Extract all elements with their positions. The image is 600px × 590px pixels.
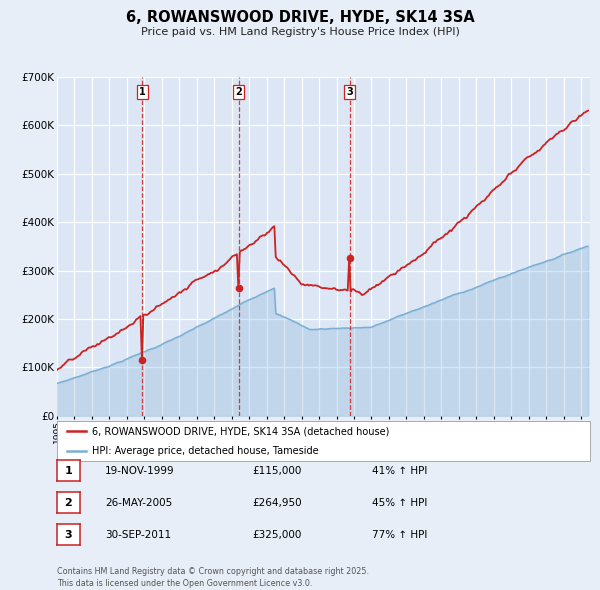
Text: £264,950: £264,950 — [252, 498, 302, 507]
Text: 3: 3 — [346, 87, 353, 97]
Text: Price paid vs. HM Land Registry's House Price Index (HPI): Price paid vs. HM Land Registry's House … — [140, 27, 460, 37]
Text: HPI: Average price, detached house, Tameside: HPI: Average price, detached house, Tame… — [92, 447, 318, 456]
Text: 1: 1 — [139, 87, 146, 97]
Text: 26-MAY-2005: 26-MAY-2005 — [105, 498, 172, 507]
Text: 45% ↑ HPI: 45% ↑ HPI — [372, 498, 427, 507]
Text: 3: 3 — [65, 530, 72, 539]
Text: 41% ↑ HPI: 41% ↑ HPI — [372, 466, 427, 476]
Text: 2: 2 — [65, 498, 72, 507]
Text: 1: 1 — [65, 466, 72, 476]
Text: Contains HM Land Registry data © Crown copyright and database right 2025.
This d: Contains HM Land Registry data © Crown c… — [57, 567, 369, 588]
Text: 6, ROWANSWOOD DRIVE, HYDE, SK14 3SA (detached house): 6, ROWANSWOOD DRIVE, HYDE, SK14 3SA (det… — [92, 427, 389, 436]
Text: 2: 2 — [235, 87, 242, 97]
Text: 30-SEP-2011: 30-SEP-2011 — [105, 530, 171, 539]
Text: 77% ↑ HPI: 77% ↑ HPI — [372, 530, 427, 539]
Text: £115,000: £115,000 — [252, 466, 301, 476]
Text: 19-NOV-1999: 19-NOV-1999 — [105, 466, 175, 476]
Text: 6, ROWANSWOOD DRIVE, HYDE, SK14 3SA: 6, ROWANSWOOD DRIVE, HYDE, SK14 3SA — [125, 10, 475, 25]
Text: £325,000: £325,000 — [252, 530, 301, 539]
